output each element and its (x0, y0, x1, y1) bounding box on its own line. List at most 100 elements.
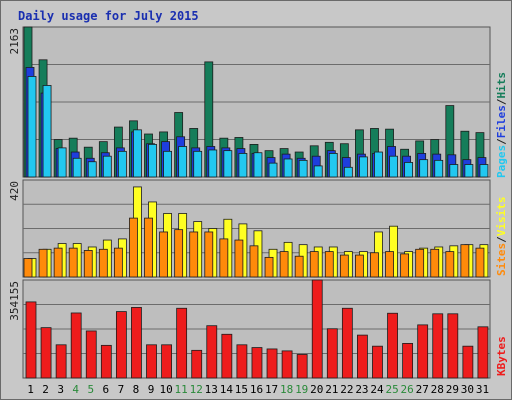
x-tick-label: 20 (310, 383, 323, 396)
bar-kbytes (206, 325, 218, 379)
bar-pages (193, 150, 203, 178)
bar-kbytes (85, 330, 97, 379)
bar-pages (72, 157, 82, 178)
bar-sites (174, 229, 184, 278)
bar-kbytes (161, 344, 172, 379)
x-tick-label: 14 (220, 383, 234, 396)
bar-kbytes (447, 313, 459, 379)
x-tick-label: 31 (476, 383, 489, 396)
x-tick-label: 16 (250, 383, 263, 396)
bar-kbytes (326, 328, 338, 379)
x-tick-label: 13 (205, 383, 218, 396)
x-tick-label: 28 (431, 383, 444, 396)
legend-sites: Sites (495, 243, 508, 276)
bar-pages (419, 159, 429, 178)
x-tick-label: 4 (72, 383, 79, 396)
bar-kbytes (341, 307, 353, 379)
bar-kbytes (70, 312, 82, 379)
bar-kbytes (266, 348, 278, 379)
bar-kbytes (25, 301, 37, 379)
bar-sites (113, 247, 123, 278)
legend-sep: / (495, 138, 508, 145)
bar-pages (133, 129, 142, 178)
bar-pages (268, 162, 278, 178)
bar-kbytes (402, 343, 414, 379)
x-tick-label: 8 (133, 383, 140, 396)
x-tick-label: 26 (401, 383, 414, 396)
bar-pages (117, 150, 127, 178)
x-tick-label: 29 (446, 383, 459, 396)
bar-sites (430, 248, 440, 278)
bar-sites (249, 245, 259, 278)
legend-sep: / (495, 236, 508, 243)
legend-kbytes: KBytes (495, 336, 508, 376)
bar-sites (460, 244, 470, 278)
bar-pages (283, 158, 293, 178)
bar-sites (309, 251, 319, 278)
bar-sites (23, 258, 33, 278)
x-tick-label: 6 (103, 383, 110, 396)
x-tick-label: 19 (295, 383, 308, 396)
bar-kbytes (40, 327, 52, 379)
legend-sep: / (495, 98, 508, 105)
bar-pages (223, 150, 233, 178)
bar-pages (464, 164, 474, 178)
bar-pages (57, 147, 67, 178)
bar-kbytes (432, 313, 444, 379)
bar-sites (279, 251, 289, 278)
bar-sites (219, 238, 229, 278)
legend-visits: Visits (495, 197, 508, 237)
bar-pages (374, 151, 383, 178)
bar-sites (38, 248, 48, 278)
bar-sites (68, 247, 78, 278)
bar-sites (400, 253, 410, 278)
bar-sites (415, 248, 425, 278)
x-tick-label: 12 (190, 383, 203, 396)
bar-pages (434, 159, 444, 178)
bar-sites (370, 252, 379, 278)
x-tick-label: 3 (57, 383, 64, 396)
x-tick-label: 23 (355, 383, 368, 396)
bar-kbytes (191, 349, 203, 379)
bar-pages (27, 76, 37, 178)
y-tick-label: 420 (8, 181, 21, 201)
y-tick-label: 354155 (8, 281, 21, 321)
bar-pages (87, 161, 97, 178)
bar-kbytes (417, 324, 429, 379)
legend-files: Files (495, 105, 508, 138)
bar-sites (264, 256, 274, 278)
bar-kbytes (55, 344, 67, 379)
bar-kbytes (296, 354, 308, 379)
bar-sites (83, 250, 93, 278)
bar-sites (144, 217, 153, 278)
x-tick-label: 15 (235, 383, 248, 396)
bar-pages (328, 153, 338, 178)
x-tick-label: 17 (265, 383, 278, 396)
bar-pages (178, 146, 188, 178)
legend-top: Pages/Files/Hits (495, 72, 508, 178)
bar-pages (449, 164, 459, 178)
bar-pages (208, 149, 218, 178)
bar-pages (238, 153, 248, 178)
x-tick-label: 2 (42, 383, 49, 396)
bar-kbytes (115, 311, 127, 379)
x-tick-label: 27 (416, 383, 429, 396)
bar-pages (359, 156, 368, 178)
x-tick-label: 7 (118, 383, 125, 396)
bar-sites (339, 254, 349, 278)
bar-pages (389, 155, 398, 178)
bar-pages (343, 166, 353, 178)
bar-pages (163, 150, 172, 178)
bar-kbytes (131, 307, 142, 379)
x-tick-label: 10 (159, 383, 172, 396)
bar-pages (102, 155, 112, 178)
bar-sites (445, 251, 455, 278)
bar-pages (404, 162, 414, 178)
bar-sites (324, 251, 334, 278)
bar-pages (298, 159, 308, 178)
bar-pages (148, 144, 157, 178)
x-tick-label: 30 (461, 383, 474, 396)
x-tick-label: 21 (325, 383, 338, 396)
bar-kbytes (100, 344, 112, 379)
